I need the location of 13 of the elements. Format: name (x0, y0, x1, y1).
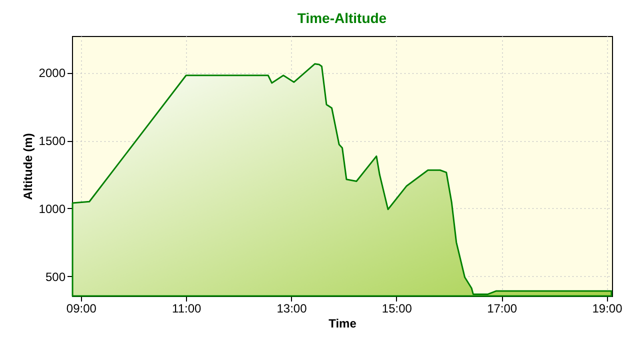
y-axis-title: Altitude (m) (20, 133, 35, 200)
x-tick-label: 09:00 (66, 302, 97, 316)
x-tick-label: 19:00 (592, 302, 623, 316)
x-axis-title: Time (328, 316, 357, 330)
x-tick-label: 11:00 (172, 302, 202, 316)
x-tick-label: 17:00 (487, 302, 518, 316)
y-tick-label: 500 (45, 270, 66, 284)
x-tick-label: 15:00 (382, 302, 412, 316)
y-tick-label: 1000 (38, 202, 66, 216)
y-tick-label: 2000 (38, 66, 66, 80)
chart-title: Time-Altitude (297, 10, 387, 26)
x-tick-label: 13:00 (276, 302, 308, 316)
y-tick-label: 1500 (38, 134, 66, 148)
